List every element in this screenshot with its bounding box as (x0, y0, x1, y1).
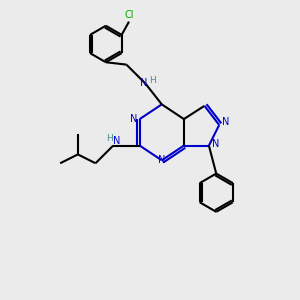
Text: N: N (212, 139, 219, 149)
Text: N: N (140, 78, 148, 88)
Text: H: H (149, 76, 155, 85)
Text: N: N (130, 114, 137, 124)
Text: N: N (158, 155, 166, 165)
Text: Cl: Cl (124, 10, 134, 20)
Text: H: H (106, 134, 113, 143)
Text: N: N (222, 117, 230, 127)
Text: N: N (113, 136, 120, 146)
